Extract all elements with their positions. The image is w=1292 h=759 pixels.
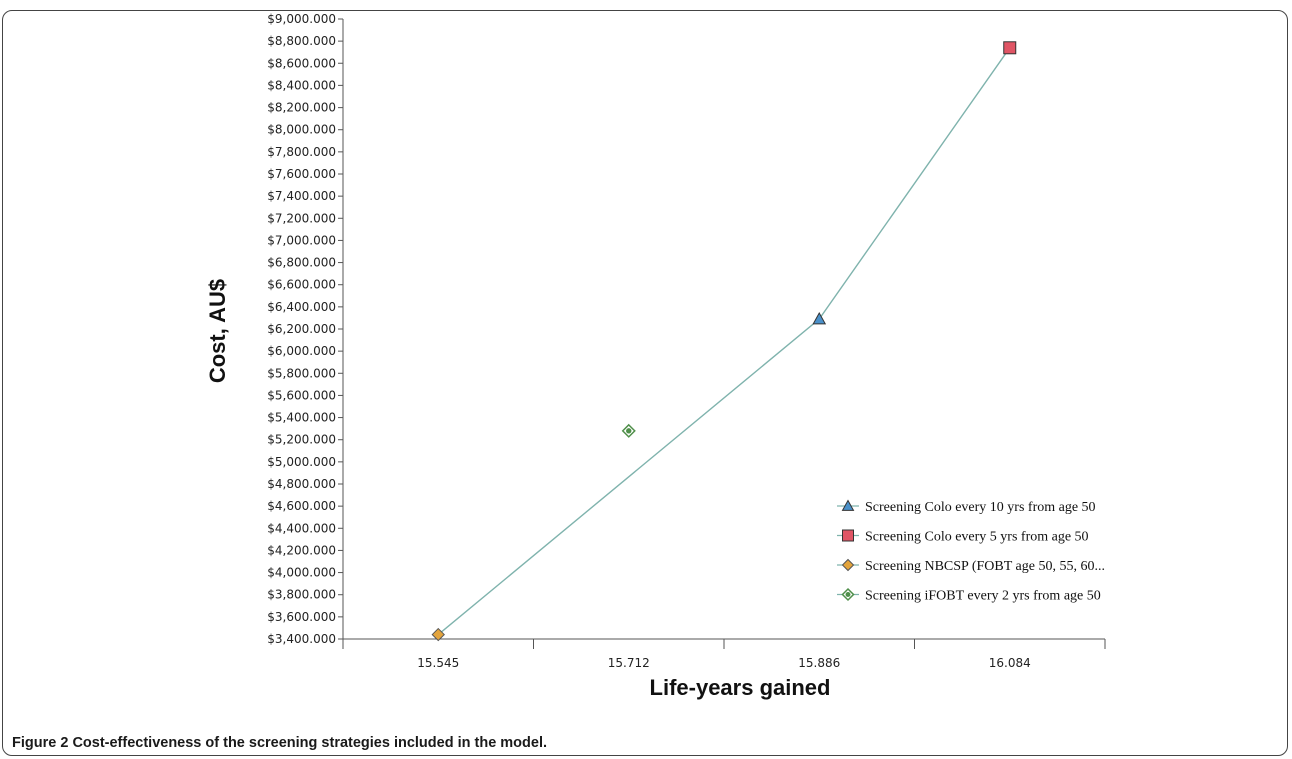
legend-marker — [841, 558, 855, 572]
y-tick-label: $6,800.000 — [267, 256, 336, 270]
y-tick-label: $5,800.000 — [267, 366, 336, 380]
figure-frame: $3,400.000 $3,600.000 $3,800.000 $4,000.000… — [2, 10, 1288, 756]
y-tick-label: $6,600.000 — [267, 278, 336, 292]
y-tick-label: $5,000.000 — [267, 455, 336, 469]
x-tick-label: 15.545 — [417, 656, 459, 670]
y-tick-label: $8,800.000 — [267, 34, 336, 48]
x-tick-label: 15.712 — [608, 656, 650, 670]
y-tick-label: $8,200.000 — [267, 101, 336, 115]
frontier-line — [437, 47, 1011, 636]
data-point-colo5 — [1003, 41, 1017, 55]
y-axis-title: Cost, AU$ — [205, 279, 230, 383]
y-tick-label: $7,400.000 — [267, 189, 336, 203]
legend-entry-label: Screening Colo every 10 yrs from age 50 — [865, 500, 1096, 515]
x-axis: 15.545 15.712 15.886 16.084 — [342, 638, 1106, 670]
caption-label: Figure 2 — [12, 735, 69, 751]
x-tick-label: 16.084 — [989, 656, 1031, 670]
legend-marker — [841, 499, 855, 511]
y-tick-label: $8,400.000 — [267, 78, 336, 92]
y-tick-label: $7,200.000 — [267, 211, 336, 225]
y-tick-label: $7,800.000 — [267, 145, 336, 159]
legend-entry-label: Screening iFOBT every 2 yrs from age 50 — [865, 589, 1101, 604]
legend-marker — [841, 587, 855, 602]
y-tick-label: $7,000.000 — [267, 233, 336, 247]
y-tick-label: $4,600.000 — [267, 499, 336, 513]
y-tick-label: $4,200.000 — [267, 543, 336, 557]
y-tick-label: $4,000.000 — [267, 566, 336, 580]
y-tick-label: $6,000.000 — [267, 344, 336, 358]
y-tick-label: $3,400.000 — [267, 632, 336, 646]
frontier-polyline — [437, 47, 1011, 636]
diamond-marker-shape — [841, 558, 855, 572]
y-tick-label: $7,600.000 — [267, 167, 336, 181]
caption-text: Cost-effectiveness of the screening stra… — [72, 735, 548, 751]
y-tick-label: $5,400.000 — [267, 411, 336, 425]
y-tick-label: $3,800.000 — [267, 588, 336, 602]
dotdiamond-marker-dot — [845, 592, 851, 597]
y-tick-label: $3,600.000 — [267, 610, 336, 624]
square-marker-shape — [1003, 41, 1017, 55]
x-axis-title: Life-years gained — [650, 675, 831, 700]
figure-caption: Figure 2 Cost-effectiveness of the scree… — [12, 735, 547, 751]
legend-marker — [842, 529, 854, 542]
x-tick-label: 15.886 — [798, 656, 840, 670]
y-tick-label: $5,600.000 — [267, 388, 336, 402]
y-tick-label: $5,200.000 — [267, 433, 336, 447]
data-point-ifobt — [621, 423, 636, 438]
y-axis: $3,400.000 $3,600.000 $3,800.000 $4,000.000… — [267, 12, 344, 646]
y-tick-label: $4,400.000 — [267, 521, 336, 535]
y-tick-label: $8,600.000 — [267, 56, 336, 70]
legend-entry-label: Screening Colo every 5 yrs from age 50 — [865, 530, 1089, 545]
y-tick-label: $6,400.000 — [267, 300, 336, 314]
data-markers — [431, 41, 1017, 642]
legend-entry-label: Screening NBCSP (FOBT age 50, 55, 60... — [865, 559, 1105, 574]
triangle-marker-shape — [841, 499, 855, 511]
square-marker-shape — [842, 529, 854, 542]
diamond-marker-shape — [431, 627, 445, 642]
data-point-colo10 — [812, 312, 827, 325]
dotdiamond-marker-dot — [626, 428, 632, 434]
y-tick-label: $9,000.000 — [267, 12, 336, 26]
legend: Screening Colo every 10 yrs from age 50 S… — [837, 499, 1105, 604]
y-tick-label: $4,800.000 — [267, 477, 336, 491]
y-tick-label: $6,200.000 — [267, 322, 336, 336]
cost-effectiveness-chart: $3,400.000 $3,600.000 $3,800.000 $4,000.000… — [205, 12, 1106, 700]
data-point-nbcsp — [431, 627, 445, 642]
y-tick-label: $8,000.000 — [267, 123, 336, 137]
triangle-marker-shape — [812, 312, 827, 325]
